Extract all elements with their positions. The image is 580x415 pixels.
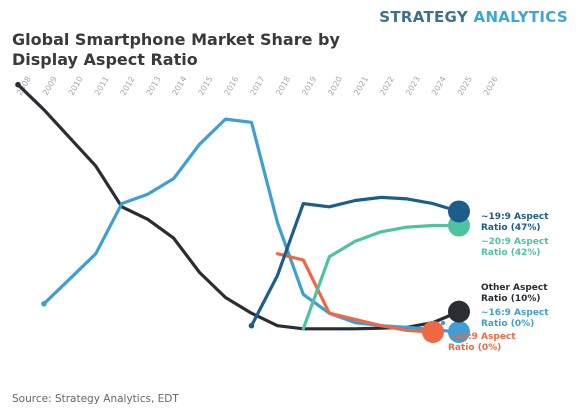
brand-logo-part1: STRATEGY: [379, 8, 468, 26]
x-tick-label-2021: 2021: [352, 75, 370, 97]
x-axis-tick-labels: 2008 2009 2010 2011 2012 2013 2014 2015 2016 2017…: [15, 75, 500, 97]
end-label-other-aspect-ratio: Other Aspect Ratio (10%): [481, 283, 548, 304]
x-tick-label-2020: 2020: [326, 75, 344, 97]
x-tick-label-2012: 2012: [119, 75, 137, 97]
end-marker-19-9: [447, 200, 470, 223]
x-tick-label-2026: 2026: [482, 75, 500, 97]
brand-logo: STRATEGY ANALYTICS: [379, 8, 568, 26]
series-line-16-9-aspect-ratio: [42, 117, 461, 334]
connector-dot-18-9: [435, 330, 441, 336]
end-label-19-9-aspect-ratio: ~19:9 Aspect Ratio (47%): [481, 212, 549, 233]
series-end-labels: Other Aspect Ratio (10%) ~16:9 Aspect Ratio…: [448, 212, 549, 353]
x-tick-label-2014: 2014: [171, 75, 189, 97]
x-tick-label-2022: 2022: [378, 75, 396, 97]
start-marker-other: [15, 81, 21, 88]
start-marker-19-9: [248, 322, 255, 329]
x-tick-label-2009: 2009: [41, 75, 59, 97]
series-end-markers: [15, 81, 470, 343]
x-tick-label-2011: 2011: [93, 75, 111, 97]
end-marker-18-9: [422, 320, 445, 343]
x-tick-label-2018: 2018: [274, 75, 292, 97]
end-label-16-9-aspect-ratio: ~16:9 Aspect Ratio (0%): [481, 308, 549, 329]
end-marker-other: [447, 300, 470, 323]
source-note: Source: Strategy Analytics, EDT: [12, 393, 179, 405]
end-marker-16-9: [447, 320, 470, 343]
x-tick-label-2024: 2024: [430, 75, 448, 97]
series-line-20-9-aspect-ratio: [301, 223, 461, 331]
x-tick-label-2013: 2013: [145, 75, 163, 97]
end-label-20-9-aspect-ratio: ~20:9 Aspect Ratio (42%): [481, 237, 549, 258]
x-tick-label-2010: 2010: [67, 75, 85, 97]
x-tick-label-2019: 2019: [300, 75, 318, 97]
start-marker-16-9: [41, 300, 47, 307]
end-label-18-9-aspect-ratio: ~18:9 Aspect Ratio (0%): [448, 332, 516, 353]
x-tick-label-2016: 2016: [222, 75, 240, 97]
x-tick-label-2015: 2015: [197, 75, 215, 97]
chart-title: Global Smartphone Market Share by Displa…: [12, 30, 340, 69]
brand-logo-part2: ANALYTICS: [473, 8, 568, 26]
x-tick-label-2025: 2025: [456, 75, 474, 97]
series-line-19-9-aspect-ratio: [249, 195, 461, 328]
x-tick-label-2023: 2023: [404, 75, 422, 97]
series-line-18-9-aspect-ratio: [275, 252, 435, 334]
series-lines: [16, 83, 461, 334]
connector-dot-16-9: [440, 320, 446, 326]
x-tick-label-2017: 2017: [248, 75, 266, 97]
